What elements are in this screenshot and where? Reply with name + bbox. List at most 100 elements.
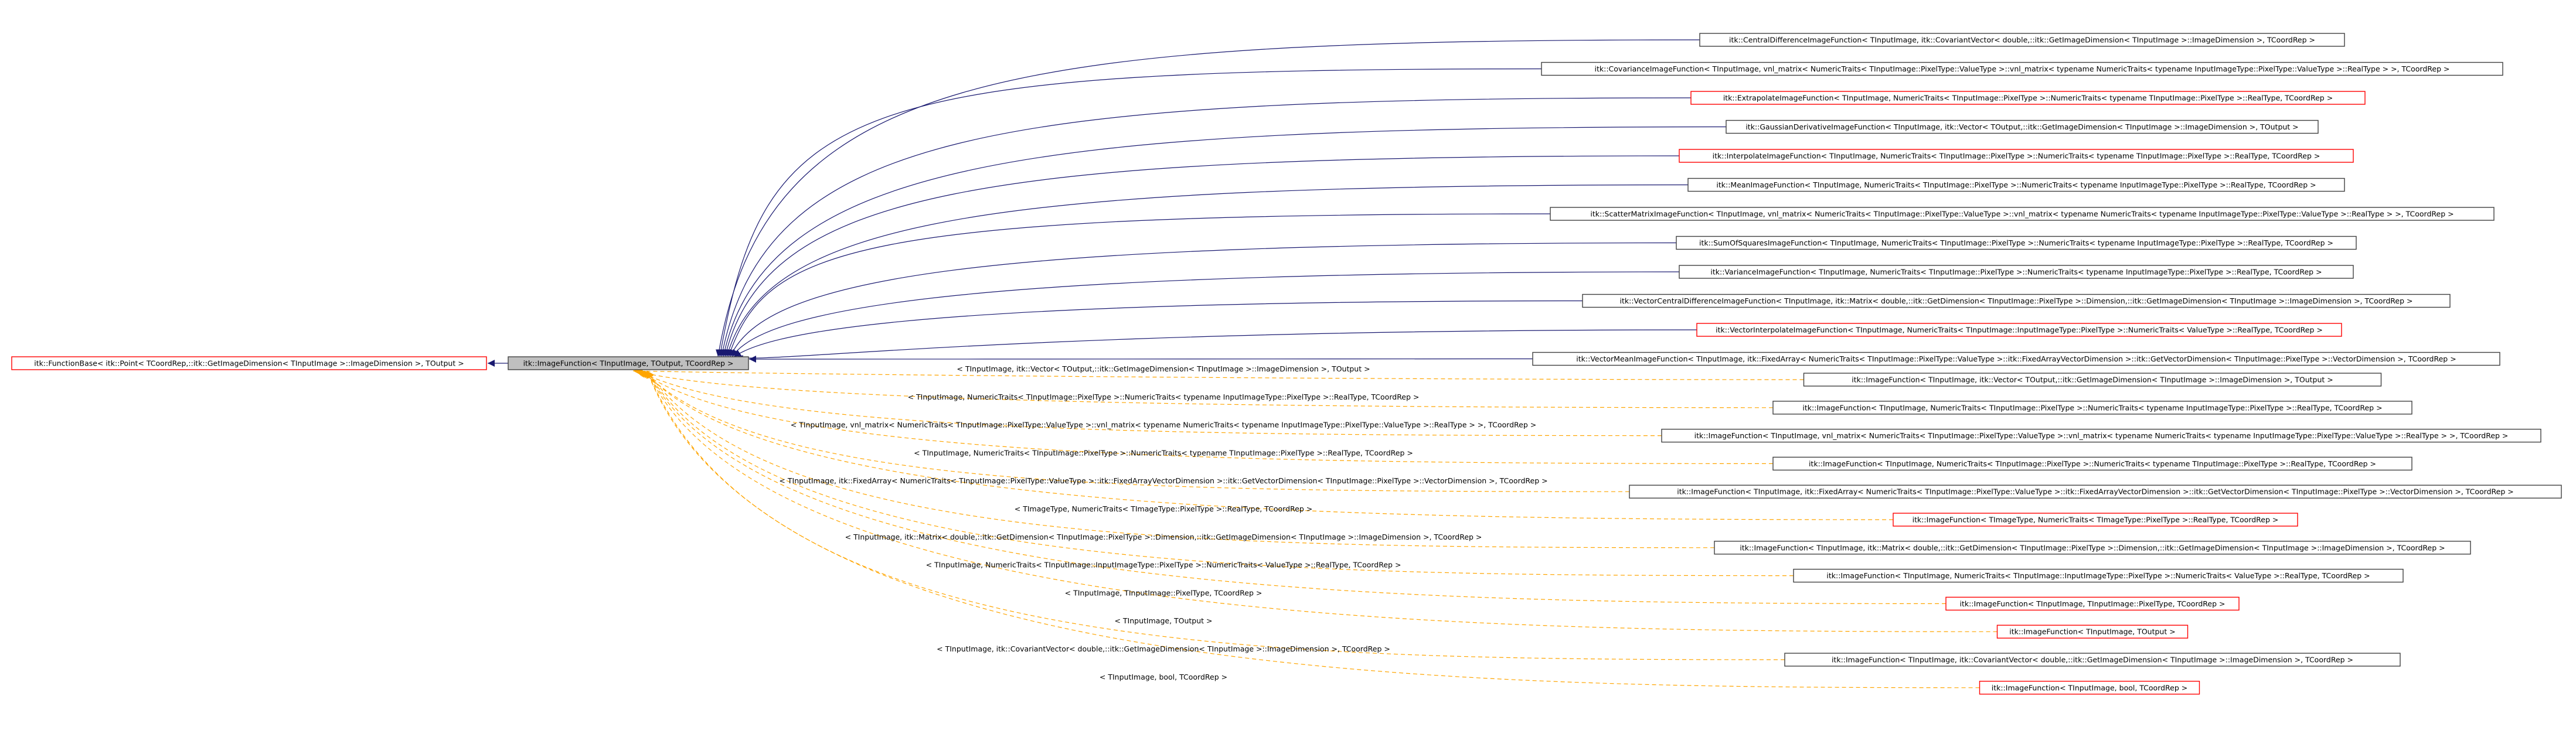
base-class[interactable]: itk::FunctionBase< itk::Point< TCoordRep… (11, 356, 487, 370)
class-box (1699, 33, 2345, 47)
class-label: itk::MeanImageFunction< TInputImage, Num… (1716, 180, 2316, 189)
class-label: itk::InterpolateImageFunction< TInputIma… (1713, 152, 2320, 161)
instantiation-class-7[interactable]: itk::ImageFunction< TInputImage, itk::Ma… (1714, 541, 2471, 555)
derived-class-6[interactable]: itk::MeanImageFunction< TInputImage, Num… (1687, 178, 2345, 192)
class-label: itk::ImageFunction< TInputImage, itk::Fi… (1677, 487, 2514, 496)
class-label: itk::CentralDifferenceImageFunction< TIn… (1729, 36, 2315, 45)
class-label: itk::CovarianceImageFunction< TInputImag… (1595, 64, 2450, 73)
class-box (1679, 265, 2354, 279)
class-box (1893, 513, 2298, 527)
class-box (1772, 401, 2412, 415)
class-box (1803, 373, 2382, 387)
instantiation-class-8[interactable]: itk::ImageFunction< TInputImage, Numeric… (1793, 568, 2404, 583)
class-box (1726, 120, 2319, 134)
derived-class-12[interactable]: itk::VectorMeanImageFunction< TInputImag… (1532, 352, 2500, 366)
template-edge (632, 367, 1804, 380)
instantiation-class-10[interactable]: itk::ImageFunction< TInputImage, TOutput… (1996, 625, 2189, 639)
template-argument-label: < TInputImage, NumericTraits< TInputImag… (908, 393, 1420, 401)
derived-class-10[interactable]: itk::VectorCentralDifferenceImageFunctio… (1582, 294, 2451, 308)
class-box (1661, 428, 2541, 443)
class-label: itk::ImageFunction< TInputImage, TOutput… (2009, 627, 2175, 636)
class-box (11, 356, 487, 370)
template-argument-label: < TInputImage, NumericTraits< TInputImag… (914, 448, 1413, 457)
class-box (1793, 568, 2404, 583)
instantiation-class-3[interactable]: itk::ImageFunction< TInputImage, vnl_mat… (1661, 428, 2541, 443)
inheritance-edge (716, 39, 1700, 357)
class-box (1679, 149, 2354, 163)
template-argument-label: < TInputImage, vnl_matrix< NumericTraits… (791, 421, 1536, 429)
inheritance-edge (725, 184, 1689, 357)
instantiation-class-2[interactable]: itk::ImageFunction< TInputImage, Numeric… (1772, 401, 2412, 415)
derived-class-1[interactable]: itk::CentralDifferenceImageFunction< TIn… (1699, 33, 2345, 47)
focus-class[interactable]: itk::ImageFunction< TInputImage, TOutput… (508, 356, 749, 370)
template-argument-label: < TInputImage, TInputImage::PixelType, T… (1065, 588, 1263, 597)
inheritance-edge (733, 300, 1583, 357)
class-label: itk::GaussianDerivativeImageFunction< TI… (1745, 122, 2298, 131)
template-argument-label: < TInputImage, itk::Matrix< double,::itk… (845, 533, 1482, 541)
template-argument-label: < TInputImage, itk::Vector< TOutput,::it… (957, 364, 1370, 373)
derived-class-11[interactable]: itk::VectorInterpolateImageFunction< TIn… (1696, 323, 2342, 337)
class-box (1772, 456, 2412, 471)
class-box (1996, 625, 2189, 639)
template-argument-label: < TInputImage, bool, TCoordRep > (1100, 673, 1227, 681)
class-label: itk::ImageFunction< TInputImage, itk::Ve… (1852, 376, 2333, 384)
instantiation-class-4[interactable]: itk::ImageFunction< TInputImage, Numeric… (1772, 456, 2412, 471)
template-argument-label: < TInputImage, itk::CovariantVector< dou… (937, 644, 1390, 653)
template-edge (646, 370, 1785, 660)
class-label: itk::VectorMeanImageFunction< TInputImag… (1576, 354, 2456, 363)
inheritance-edge (735, 329, 1697, 362)
class-box (1784, 653, 2401, 667)
instantiation-class-11[interactable]: itk::ImageFunction< TInputImage, itk::Co… (1784, 653, 2401, 667)
inheritance-edge (723, 155, 1680, 357)
template-edge (637, 370, 1662, 436)
inheritance-edge (731, 271, 1680, 357)
template-edge (642, 370, 1630, 492)
instantiation-class-9[interactable]: itk::ImageFunction< TInputImage, TInputI… (1945, 596, 2240, 611)
class-label: itk::VectorCentralDifferenceImageFunctio… (1620, 296, 2413, 305)
template-edge (646, 370, 1947, 604)
template-argument-label: < TImageType, NumericTraits< TImageType:… (1015, 504, 1312, 513)
class-label: itk::ExtrapolateImageFunction< TInputIma… (1723, 94, 2333, 103)
class-label: itk::ImageFunction< TInputImage, itk::Ma… (1740, 543, 2445, 552)
derived-class-2[interactable]: itk::CovarianceImageFunction< TInputImag… (1541, 62, 2503, 76)
class-label: itk::ImageFunction< TInputImage, itk::Co… (1832, 656, 2353, 664)
derived-class-9[interactable]: itk::VarianceImageFunction< TInputImage,… (1679, 265, 2354, 279)
derived-class-5[interactable]: itk::InterpolateImageFunction< TInputIma… (1679, 149, 2354, 163)
nodes-layer: itk::CentralDifferenceImageFunction< TIn… (11, 33, 2562, 695)
inheritance-edge (721, 126, 1727, 357)
template-edge (646, 370, 1794, 576)
class-box (1582, 294, 2451, 308)
class-label: itk::ImageFunction< TInputImage, TInputI… (1959, 599, 2225, 608)
class-label: itk::VectorInterpolateImageFunction< TIn… (1716, 326, 2323, 335)
instantiation-class-1[interactable]: itk::ImageFunction< TInputImage, itk::Ve… (1803, 373, 2382, 387)
instantiation-class-12[interactable]: itk::ImageFunction< TInputImage, bool, T… (1979, 681, 2200, 695)
class-label: itk::ImageFunction< TInputImage, TOutput… (523, 359, 734, 368)
class-label: itk::FunctionBase< itk::Point< TCoordRep… (34, 359, 464, 368)
template-edge (646, 370, 1715, 548)
inheritance-edge (719, 97, 1692, 357)
inheritance-edge (730, 242, 1677, 357)
derived-class-8[interactable]: itk::SumOfSquaresImageFunction< TInputIm… (1676, 236, 2357, 250)
template-edge (646, 370, 1997, 632)
instantiation-class-6[interactable]: itk::ImageFunction< TImageType, NumericT… (1893, 513, 2298, 527)
derived-class-4[interactable]: itk::GaussianDerivativeImageFunction< TI… (1726, 120, 2319, 134)
class-box (1979, 681, 2200, 695)
template-argument-label: < TInputImage, NumericTraits< TInputImag… (926, 561, 1401, 569)
template-edge (639, 370, 1774, 464)
instantiation-class-5[interactable]: itk::ImageFunction< TInputImage, itk::Fi… (1629, 485, 2562, 499)
template-edge (635, 369, 1774, 408)
class-box (1690, 91, 2366, 105)
class-label: itk::ImageFunction< TInputImage, Numeric… (1809, 459, 2376, 468)
derived-class-3[interactable]: itk::ExtrapolateImageFunction< TInputIma… (1690, 91, 2366, 105)
class-box (1550, 207, 2495, 221)
edge-labels-layer: < TInputImage, itk::Vector< TOutput,::it… (779, 364, 1547, 681)
inheritance-edge (748, 355, 1533, 363)
edges-layer (488, 39, 1997, 688)
derived-class-7[interactable]: itk::ScatterMatrixImageFunction< TInputI… (1550, 207, 2495, 221)
class-box (1687, 178, 2345, 192)
class-label: itk::ImageFunction< TInputImage, Numeric… (1802, 403, 2382, 412)
class-label: itk::ScatterMatrixImageFunction< TInputI… (1590, 210, 2454, 219)
class-label: itk::SumOfSquaresImageFunction< TInputIm… (1699, 238, 2333, 247)
class-label: itk::ImageFunction< TInputImage, vnl_mat… (1694, 431, 2509, 440)
